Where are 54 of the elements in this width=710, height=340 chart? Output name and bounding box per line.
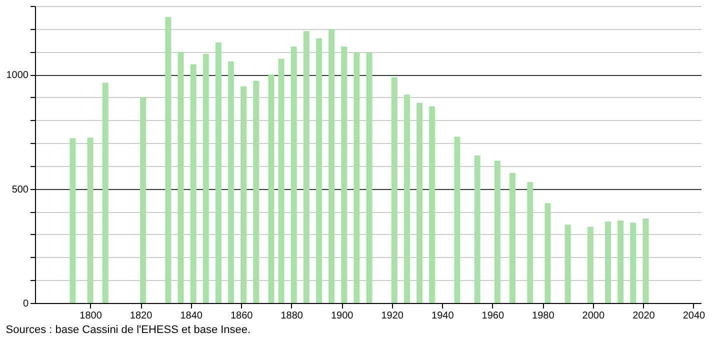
x-tick-label: 1820 xyxy=(130,310,153,322)
x-tick-label: 1900 xyxy=(330,310,354,322)
bar xyxy=(642,218,649,303)
bar xyxy=(630,222,636,303)
bar xyxy=(587,226,594,303)
bar xyxy=(366,52,372,303)
bar xyxy=(140,97,146,303)
bar xyxy=(510,173,516,303)
bar xyxy=(253,80,260,303)
x-tick-label: 2020 xyxy=(632,310,656,322)
bar xyxy=(303,31,310,303)
bar xyxy=(268,74,274,303)
bar xyxy=(564,224,571,303)
bar xyxy=(240,86,247,303)
bar xyxy=(429,106,436,303)
bar xyxy=(354,52,360,303)
bar xyxy=(391,77,398,303)
bar xyxy=(178,52,184,303)
bar xyxy=(416,102,423,303)
x-tick-label: 1800 xyxy=(80,310,102,322)
bar xyxy=(70,138,76,303)
x-tick-label: 1880 xyxy=(280,310,304,322)
bar xyxy=(290,46,297,303)
bar xyxy=(474,155,480,303)
bar xyxy=(165,16,172,303)
x-tick-label: 2000 xyxy=(582,310,605,322)
x-tick-label: 1840 xyxy=(180,310,203,322)
x-tick-label: 1860 xyxy=(230,310,254,322)
bar xyxy=(202,54,209,303)
bar xyxy=(404,94,410,303)
bar xyxy=(87,138,94,303)
x-tick-label: 1960 xyxy=(482,310,504,322)
bar xyxy=(605,221,612,303)
bar xyxy=(278,58,284,303)
x-tick-label: 1980 xyxy=(532,310,555,322)
bar xyxy=(190,64,196,303)
x-tick-label: 1920 xyxy=(381,310,404,322)
bar xyxy=(544,203,551,303)
y-tick-label: 1000 xyxy=(6,70,29,82)
bar xyxy=(215,42,222,303)
x-tick-label: 2040 xyxy=(682,310,706,322)
bar xyxy=(618,220,624,303)
bar xyxy=(494,160,500,303)
source-note: Sources : base Cassini de l'EHESS et base Insee. xyxy=(6,324,251,336)
bar xyxy=(328,29,335,303)
bar xyxy=(316,38,322,303)
bar xyxy=(454,136,460,303)
y-tick-label: 500 xyxy=(12,184,29,196)
bar xyxy=(341,46,348,303)
bar xyxy=(228,62,234,303)
bar xyxy=(102,82,108,303)
x-tick-label: 1940 xyxy=(432,310,454,322)
y-tick-label: 0 xyxy=(22,298,29,310)
bar xyxy=(527,182,534,303)
